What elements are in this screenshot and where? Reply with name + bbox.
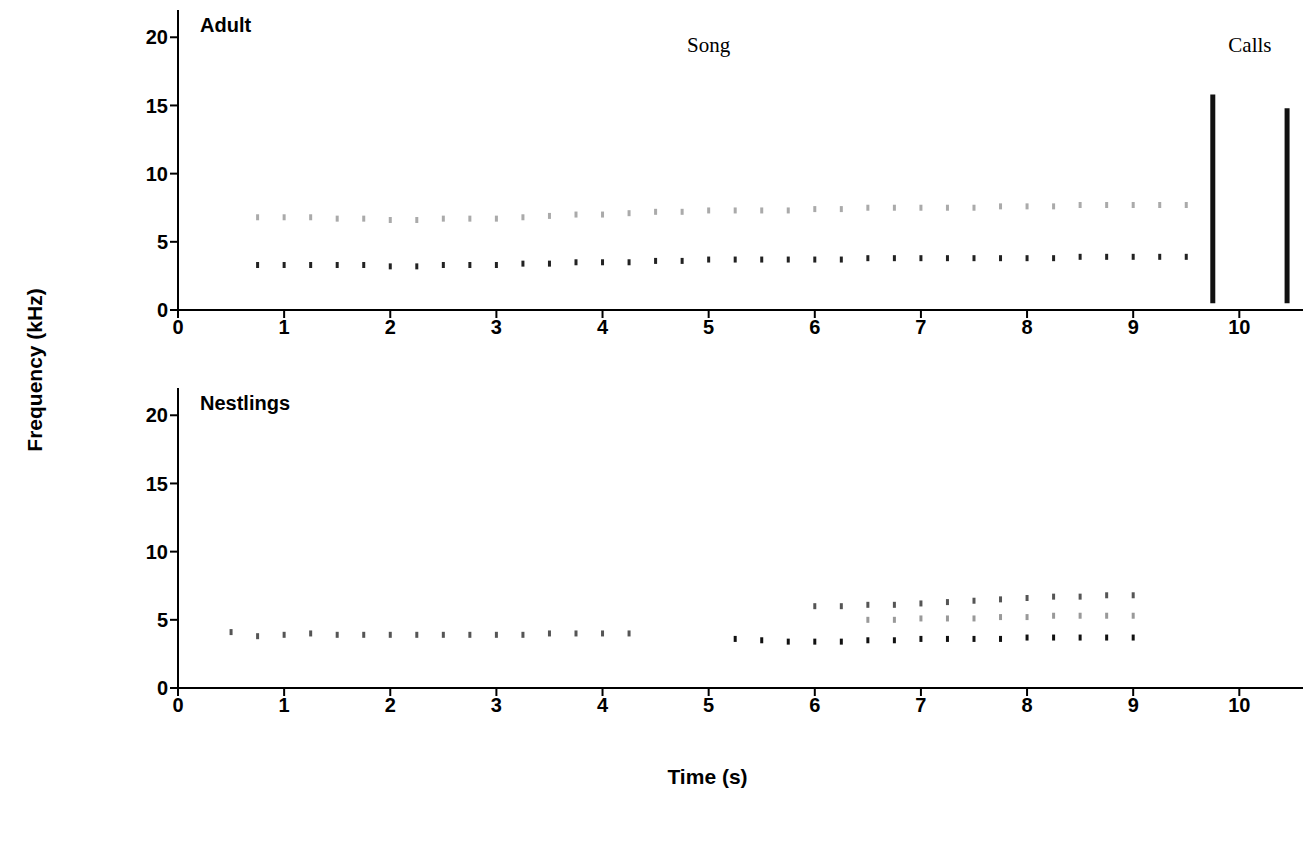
svg-text:5: 5	[703, 316, 714, 338]
svg-text:10: 10	[146, 541, 168, 563]
svg-text:4: 4	[597, 694, 609, 716]
svg-text:Song: Song	[687, 33, 731, 57]
svg-text:20: 20	[146, 26, 168, 48]
svg-text:Calls: Calls	[1228, 33, 1271, 57]
svg-text:10: 10	[146, 163, 168, 185]
svg-text:8: 8	[1021, 316, 1032, 338]
html-text:Frequency (kHz): Frequency (kHz)	[23, 288, 46, 452]
svg-text:2: 2	[385, 316, 396, 338]
svg-text:10: 10	[1228, 694, 1250, 716]
svg-text:20: 20	[146, 404, 168, 426]
svg-text:8: 8	[1021, 694, 1032, 716]
svg-text:3: 3	[491, 694, 502, 716]
svg-text:1: 1	[279, 316, 290, 338]
svg-text:6: 6	[809, 694, 820, 716]
svg-text:6: 6	[809, 316, 820, 338]
svg-text:9: 9	[1128, 694, 1139, 716]
svg-text:7: 7	[915, 694, 926, 716]
svg-text:5: 5	[157, 609, 168, 631]
svg-text:0: 0	[157, 299, 168, 321]
svg-text:3: 3	[491, 316, 502, 338]
html-text:Time (s): Time (s)	[667, 765, 748, 788]
html-text:Adult: Adult	[200, 14, 252, 36]
svg-text:5: 5	[703, 694, 714, 716]
svg-text:0: 0	[157, 677, 168, 699]
svg-text:5: 5	[157, 231, 168, 253]
svg-text:10: 10	[1228, 316, 1250, 338]
svg-text:15: 15	[146, 473, 168, 495]
svg-text:2: 2	[385, 694, 396, 716]
svg-text:4: 4	[597, 316, 609, 338]
svg-text:0: 0	[172, 694, 183, 716]
svg-text:1: 1	[279, 694, 290, 716]
svg-text:9: 9	[1128, 316, 1139, 338]
svg-text:7: 7	[915, 316, 926, 338]
svg-text:15: 15	[146, 95, 168, 117]
svg-text:0: 0	[172, 316, 183, 338]
html-text:Nestlings: Nestlings	[200, 392, 290, 414]
